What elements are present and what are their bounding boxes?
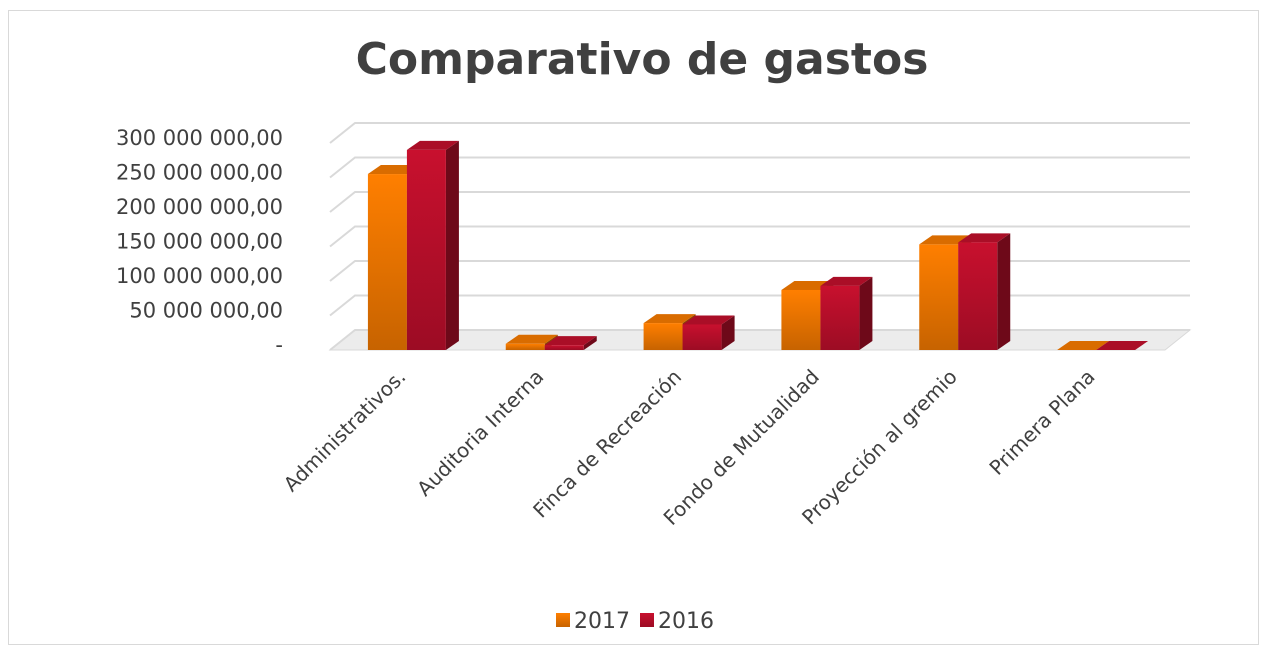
y-tick-label: 150 000 000,00: [116, 230, 283, 254]
y-tick-label: -: [275, 333, 283, 357]
bar-front: [505, 343, 545, 350]
floor: [328, 329, 1192, 351]
bar-front: [643, 323, 683, 350]
chart-border: [8, 10, 1259, 645]
bar-front: [406, 149, 446, 350]
y-tick-label: 50 000 000,00: [129, 299, 283, 323]
bar-front: [958, 242, 998, 350]
bar-front: [820, 285, 860, 350]
bar-side: [997, 233, 1011, 350]
bar-side: [445, 140, 459, 350]
y-tick-label: 250 000 000,00: [116, 161, 283, 185]
y-tick-label: 200 000 000,00: [116, 195, 283, 219]
grid-line: [329, 225, 1190, 248]
legend-swatch: [640, 613, 654, 627]
grid-line: [329, 260, 1190, 282]
grid-line: [329, 122, 1190, 144]
grid-line: [329, 329, 1190, 351]
bar-top: [544, 336, 597, 346]
bar-top: [1096, 341, 1149, 350]
bar: [682, 315, 735, 350]
bar-top: [919, 235, 972, 245]
bar-top: [820, 276, 873, 286]
y-tick-label: 100 000 000,00: [116, 264, 283, 288]
bar-top: [505, 334, 558, 344]
bar-side: [721, 315, 735, 350]
bar-front: [367, 174, 407, 350]
bar-front: [919, 244, 959, 350]
bar-front: [544, 345, 584, 350]
bar: [820, 276, 873, 350]
bar-side: [583, 336, 597, 350]
legend-label: 2016: [658, 609, 714, 634]
bar-top: [406, 140, 459, 150]
bar-top: [682, 315, 735, 325]
legend-label: 2017: [574, 609, 630, 634]
legend-swatch: [556, 613, 570, 627]
bar: [406, 140, 459, 350]
y-tick-label: 300 000 000,00: [116, 126, 283, 150]
bar: [1096, 341, 1149, 350]
bar-top: [958, 233, 1011, 243]
grid-line: [329, 294, 1190, 317]
bar-side: [859, 276, 873, 350]
bar-top: [1057, 341, 1110, 350]
bar-front: [781, 289, 821, 350]
grid-line: [329, 156, 1190, 179]
bar: [544, 336, 597, 350]
bar: [958, 233, 1011, 350]
grid-line: [329, 191, 1190, 213]
chart-title: Comparativo de gastos: [356, 34, 929, 85]
bar-top: [643, 314, 696, 324]
bar: [1057, 341, 1110, 350]
bar-front: [682, 324, 722, 350]
